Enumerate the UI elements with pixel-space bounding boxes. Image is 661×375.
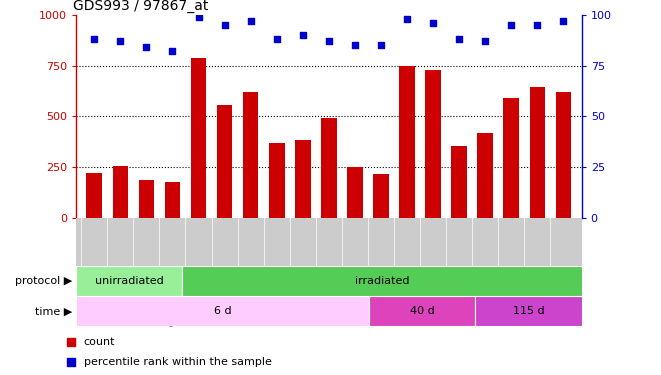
Point — [65, 359, 76, 365]
Bar — [165, 182, 180, 218]
Point — [272, 36, 282, 42]
Text: unirradiated: unirradiated — [95, 276, 164, 286]
Text: protocol ▶: protocol ▶ — [15, 276, 73, 286]
Bar — [295, 140, 311, 218]
Point — [115, 38, 126, 44]
Text: percentile rank within the sample: percentile rank within the sample — [83, 357, 272, 367]
Text: count: count — [83, 336, 115, 346]
Point — [375, 42, 386, 48]
Bar — [139, 180, 154, 218]
Bar — [556, 92, 571, 218]
Text: GDS993 / 97867_at: GDS993 / 97867_at — [73, 0, 209, 13]
Point — [428, 20, 438, 26]
Point — [506, 22, 517, 28]
Bar — [504, 98, 519, 218]
Point — [454, 36, 465, 42]
Text: 6 d: 6 d — [214, 306, 231, 316]
Point — [480, 38, 490, 44]
Point — [532, 22, 543, 28]
Point — [558, 18, 568, 24]
Point — [323, 38, 334, 44]
Bar — [425, 70, 441, 217]
Bar — [529, 87, 545, 218]
Bar — [243, 92, 258, 218]
Point — [141, 44, 151, 50]
Point — [193, 14, 204, 20]
Point — [219, 22, 230, 28]
Point — [89, 36, 100, 42]
Point — [245, 18, 256, 24]
Text: time ▶: time ▶ — [36, 306, 73, 316]
Bar — [191, 57, 206, 217]
Bar — [477, 134, 493, 218]
Bar — [369, 296, 475, 326]
Bar — [87, 173, 102, 217]
Bar — [269, 142, 284, 218]
Bar — [347, 167, 363, 218]
Bar — [76, 266, 182, 296]
Point — [65, 339, 76, 345]
Bar — [321, 118, 336, 218]
Bar — [475, 296, 582, 326]
Bar — [399, 66, 415, 218]
Point — [167, 48, 178, 54]
Bar — [373, 174, 389, 217]
Bar — [217, 105, 233, 218]
Point — [350, 42, 360, 48]
Text: 40 d: 40 d — [410, 306, 434, 316]
Bar — [451, 146, 467, 218]
Point — [297, 32, 308, 38]
Text: 115 d: 115 d — [513, 306, 544, 316]
Bar — [112, 166, 128, 218]
Text: irradiated: irradiated — [355, 276, 409, 286]
Point — [402, 16, 412, 22]
Bar — [76, 296, 369, 326]
Bar — [182, 266, 582, 296]
